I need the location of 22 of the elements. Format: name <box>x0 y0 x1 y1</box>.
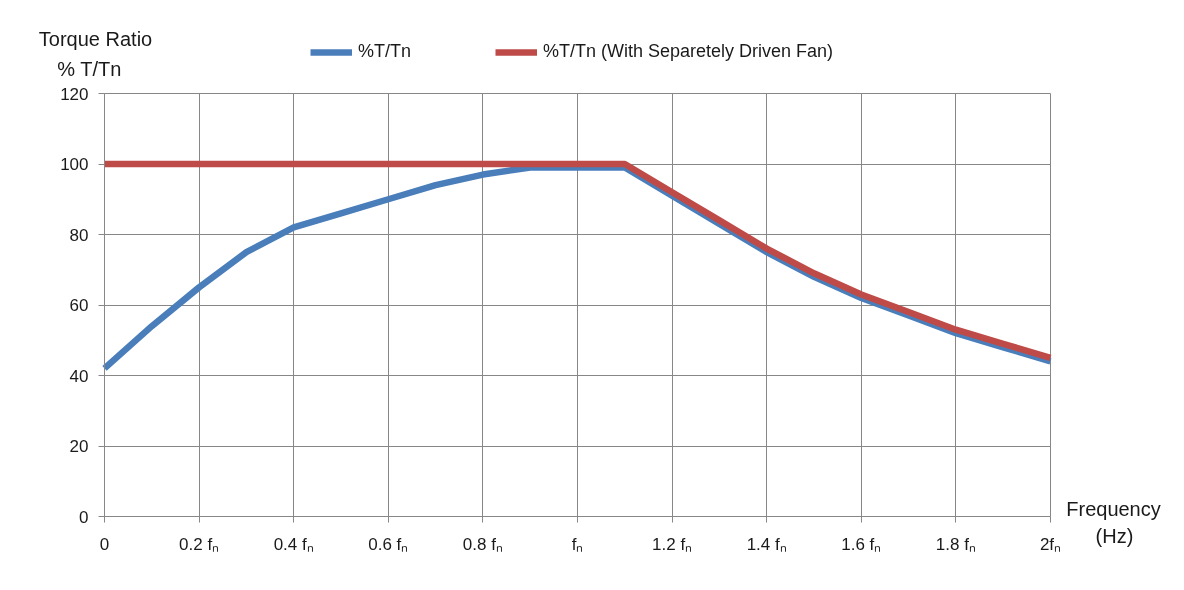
x-tick-label: 1.8 fₙ <box>935 534 976 554</box>
x-tick-label: fₙ <box>571 534 584 554</box>
y-tick-label: 80 <box>69 225 89 245</box>
legend-label: %T/Tn (With Separetely Driven Fan) <box>543 41 834 62</box>
x-tick-label: 0.2 fₙ <box>179 534 220 554</box>
y-tick-label: 120 <box>60 84 89 104</box>
y-axis-title: Torque Ratio % T/Tn <box>38 27 153 80</box>
y-tick-label: 100 <box>60 155 89 174</box>
y-tick-label: 40 <box>69 366 89 386</box>
y-tick-label: 60 <box>69 296 89 315</box>
y-tick-label: 0 <box>79 507 89 527</box>
y-tick-label: 20 <box>69 437 89 456</box>
x-tick-label: 0 <box>99 534 110 554</box>
x-tick-label: 1.2 fₙ <box>652 534 693 554</box>
x-tick-label: 1.6 fₙ <box>841 534 882 554</box>
x-tick-label: 2fₙ <box>1039 534 1062 554</box>
x-tick-label: 1.4 fₙ <box>746 534 787 554</box>
x-tick-label: 0.4 fₙ <box>273 534 314 554</box>
x-tick-label: 0.8 fₙ <box>462 534 503 554</box>
legend-label: %T/Tn <box>358 41 412 62</box>
x-tick-label: 0.6 fₙ <box>368 534 409 554</box>
x-axis-title: Frequency (Hz) <box>1066 497 1161 547</box>
